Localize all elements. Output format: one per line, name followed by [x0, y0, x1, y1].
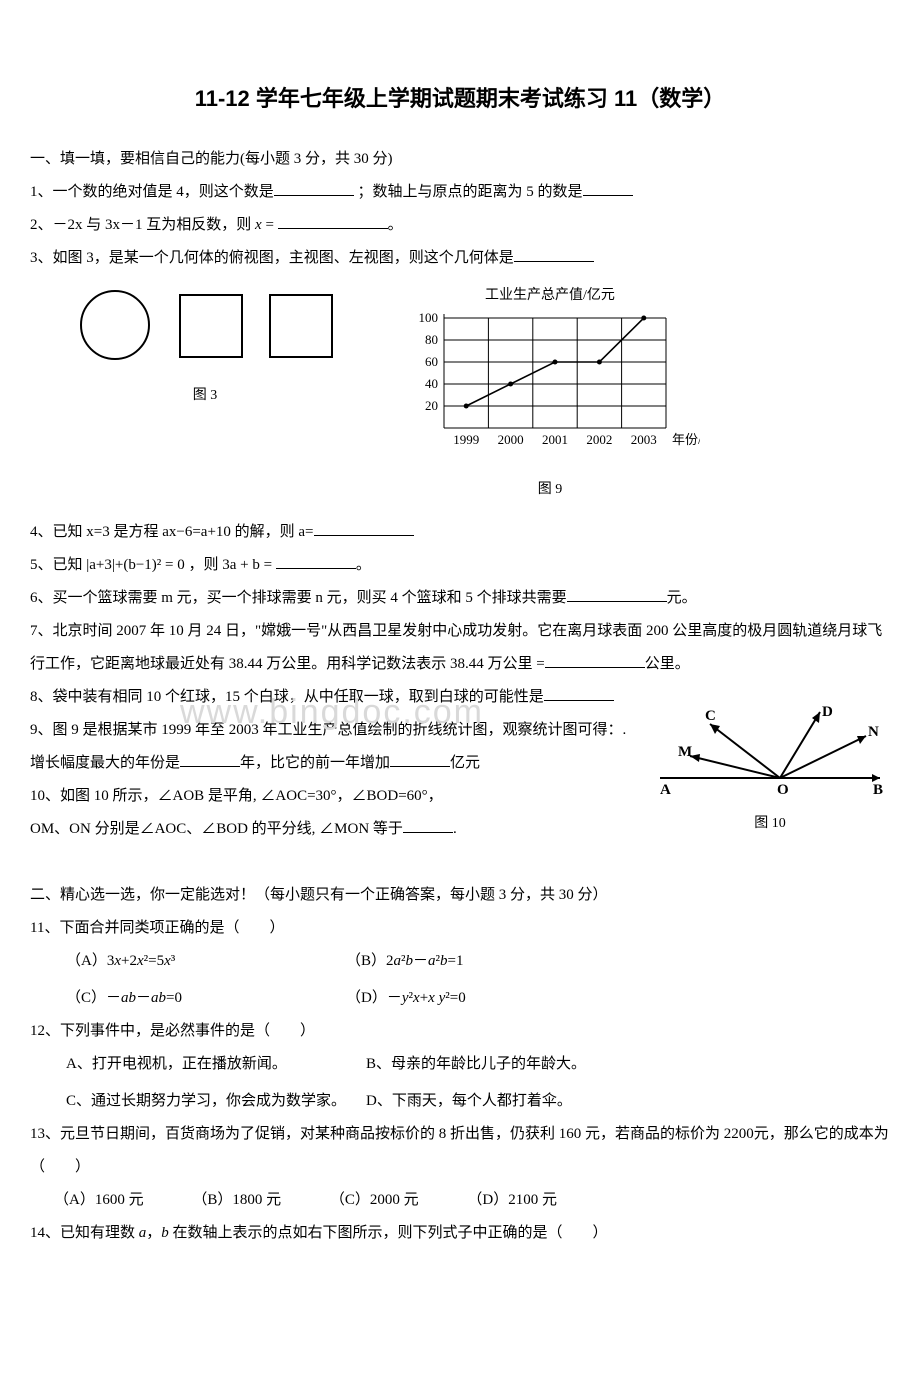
svg-text:2000: 2000: [498, 432, 524, 447]
blank: [314, 520, 414, 536]
q5-a: 5、已知 |a+3|+(b−1)² = 0 ，则 3a + b =: [30, 557, 276, 573]
q11-choice-D: （D）－y²x+x y²=0: [346, 982, 626, 1015]
q11-choice-A: （A）3x+2x²=5x³: [66, 945, 346, 978]
q12-choices: A、打开电视机，正在播放新闻。 B、母亲的年龄比儿子的年龄大。 C、通过长期努力…: [66, 1048, 890, 1118]
q12-choice-B: B、母亲的年龄比儿子的年龄大。: [366, 1048, 686, 1081]
q9-b: 年，比它的前一年增加: [240, 755, 390, 771]
svg-text:年份/年: 年份/年: [672, 432, 700, 447]
q13-choice-D: （D）2100 元: [467, 1192, 557, 1208]
fig3-label: 图 3: [70, 381, 340, 412]
figure-3: 图 3: [70, 281, 340, 412]
label-O: O: [777, 782, 789, 796]
figures-row: 图 3 工业生产总产值/亿元 100 80 60 40 20 1999 2000 2001 20…: [70, 281, 890, 506]
section1-heading: 一、填一填，要相信自己的能力(每小题 3 分，共 30 分): [30, 143, 890, 176]
svg-text:40: 40: [425, 376, 438, 391]
figure-10: A B C D M N O 图 10: [650, 706, 890, 840]
q11: 11、下面合并同类项正确的是（ ）: [30, 912, 890, 945]
q4-text: 4、已知 x=3 是方程 ax−6=a+10 的解，则 a=: [30, 524, 314, 540]
q2-a: 2、－2x 与 3x－1 互为相反数，则: [30, 217, 255, 233]
q9-q10-block: A B C D M N O 图 10 9、图 9 是根据某市 1999 年至 2…: [30, 714, 890, 846]
label-A: A: [660, 782, 671, 796]
svg-text:20: 20: [425, 398, 438, 413]
q4: 4、已知 x=3 是方程 ax−6=a+10 的解，则 a=: [30, 516, 890, 549]
q5: 5、已知 |a+3|+(b−1)² = 0 ，则 3a + b = 。: [30, 549, 890, 582]
svg-text:80: 80: [425, 332, 438, 347]
blank: [390, 751, 450, 767]
q8-text: 8、袋中装有相同 10 个红球，15 个白球，从中任取一球，取到白球的可能性是: [30, 689, 544, 705]
blank: [583, 180, 633, 196]
svg-text:100: 100: [419, 312, 439, 325]
label-N: N: [868, 724, 879, 740]
q6: 6、买一个篮球需要 m 元，买一个排球需要 n 元，则买 4 个篮球和 5 个排…: [30, 582, 890, 615]
q6-b: 元。: [667, 590, 697, 606]
page-title: 11-12 学年七年级上学期试题期末考试练习 11（数学）: [30, 75, 890, 123]
q12: 12、下列事件中，是必然事件的是（ ）: [30, 1015, 890, 1048]
svg-text:2003: 2003: [631, 432, 657, 447]
blank: [403, 817, 453, 833]
q13-choice-B: （B）1800 元: [192, 1192, 281, 1208]
blank: [545, 652, 645, 668]
q2-var: x: [255, 217, 262, 233]
q9-c: 亿元: [450, 755, 480, 771]
q11-choices: （A）3x+2x²=5x³ （B）2a²b－a²b=1 （C）－ab－ab=0 …: [66, 945, 890, 1015]
q7: 7、北京时间 2007 年 10 月 24 日，"嫦娥一号"从西昌卫星发射中心成…: [30, 615, 890, 681]
q2: 2、－2x 与 3x－1 互为相反数，则 x = 。: [30, 209, 890, 242]
q13-choice-A: （A）1600 元: [54, 1192, 144, 1208]
q1-a: 1、一个数的绝对值是 4，则这个数是: [30, 184, 274, 200]
q11-choice-B: （B）2a²b－a²b=1: [346, 945, 626, 978]
svg-text:1999: 1999: [453, 432, 479, 447]
blank: [274, 180, 354, 196]
q13-choices: （A）1600 元 （B）1800 元 （C）2000 元 （D）2100 元: [54, 1184, 890, 1217]
q3: 3、如图 3，是某一个几何体的俯视图，主视图、左视图，则这个几何体是: [30, 242, 890, 275]
label-B: B: [873, 782, 883, 796]
q14: 14、已知有理数 a，b 在数轴上表示的点如右下图所示，则下列式子中正确的是（ …: [30, 1217, 890, 1250]
q13-choice-C: （C）2000 元: [330, 1192, 419, 1208]
blank: [544, 685, 614, 701]
fig9-label: 图 9: [400, 475, 700, 506]
q10-a: 10、如图 10 所示，∠AOB 是平角, ∠AOC=30°，∠BOD=60°，: [30, 788, 443, 804]
q5-b: 。: [356, 557, 371, 573]
blank: [180, 751, 240, 767]
chart-svg: 100 80 60 40 20 1999 2000 2001 2002 2003 年份/年: [400, 312, 700, 462]
q7-a: 7、北京时间 2007 年 10 月 24 日，"嫦娥一号"从西昌卫星发射中心成…: [30, 623, 882, 672]
figure-9-chart: 工业生产总产值/亿元 100 80 60 40 20 1999 2000 2001 2002 20…: [400, 281, 700, 506]
q12-choice-D: D、下雨天，每个人都打着伞。: [366, 1085, 686, 1118]
q1-b: ；数轴上与原点的距离为 5 的数是: [358, 184, 583, 200]
blank: [276, 553, 356, 569]
blank: [567, 586, 667, 602]
svg-text:2002: 2002: [586, 432, 612, 447]
q12-choice-A: A、打开电视机，正在播放新闻。: [66, 1048, 366, 1081]
q7-b: 公里。: [645, 656, 690, 672]
fig10-label: 图 10: [650, 809, 890, 840]
q6-a: 6、买一个篮球需要 m 元，买一个排球需要 n 元，则买 4 个篮球和 5 个排…: [30, 590, 567, 606]
svg-text:60: 60: [425, 354, 438, 369]
q10-b: OM、ON 分别是∠AOC、∠BOD 的平分线, ∠MON 等于: [30, 821, 403, 837]
q2-c: 。: [388, 217, 403, 233]
label-M: M: [678, 744, 692, 760]
q12-choice-C: C、通过长期努力学习，你会成为数学家。: [66, 1085, 366, 1118]
q3-text: 3、如图 3，是某一个几何体的俯视图，主视图、左视图，则这个几何体是: [30, 250, 514, 266]
q11-choice-C: （C）－ab－ab=0: [66, 982, 346, 1015]
q10-c: .: [453, 821, 457, 837]
blank: [278, 213, 388, 229]
chart-title: 工业生产总产值/亿元: [400, 281, 700, 312]
q8: www.bingdoc.com 8、袋中装有相同 10 个红球，15 个白球，从…: [30, 681, 890, 714]
svg-text:2001: 2001: [542, 432, 568, 447]
blank: [514, 246, 594, 262]
q14-a: 14、已知有理数 a，b 在数轴上表示的点如右下图所示，则下列式子中正确的是（ …: [30, 1225, 608, 1241]
section2-heading: 二、精心选一选，你一定能选对！（每小题只有一个正确答案，每小题 3 分，共 30…: [30, 879, 890, 912]
q13: 13、元旦节日期间，百货商场为了促销，对某种商品按标价的 8 折出售，仍获利 1…: [30, 1118, 890, 1184]
q2-eq: =: [262, 217, 278, 233]
q1: 1、一个数的绝对值是 4，则这个数是 ；数轴上与原点的距离为 5 的数是: [30, 176, 890, 209]
